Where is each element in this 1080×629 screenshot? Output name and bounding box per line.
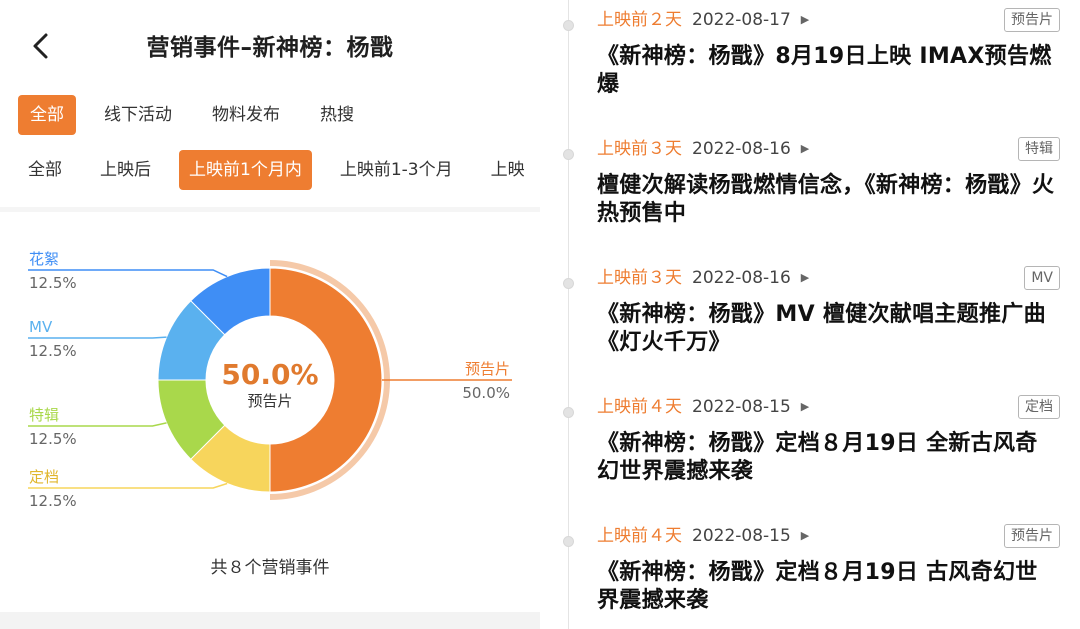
slice-percent: 12.5%: [29, 274, 77, 292]
event-date: 2022-08-16: [692, 268, 791, 288]
chevron-left-icon: [33, 33, 48, 59]
days-before-release: 上映前２天: [597, 10, 682, 30]
event-meta: 上映前４天 2022-08-15 ▶: [597, 393, 809, 421]
slice-label: MV: [29, 318, 53, 336]
callout-line: [28, 336, 167, 339]
category-badge: 定档: [1018, 395, 1060, 419]
play-icon[interactable]: ▶: [800, 13, 810, 26]
timeline-dot: [563, 407, 574, 418]
slice-percent: 12.5%: [29, 492, 77, 510]
event-meta: 上映前３天 2022-08-16 ▶: [597, 264, 809, 292]
slice-percent: 12.5%: [29, 342, 77, 360]
callout-line: [28, 422, 167, 427]
event-date: 2022-08-15: [692, 526, 791, 546]
donut-hole: [206, 316, 334, 444]
tab-1-3-months[interactable]: 上映前1-3个月: [339, 160, 453, 180]
event-count: 共８个营销事件: [210, 558, 330, 578]
event-date: 2022-08-15: [692, 397, 791, 417]
left-panel: 营销事件–新神榜：杨戬 全部 线下活动 物料发布 热搜 全部 上映后 上映前1个…: [0, 30, 540, 629]
section-divider: [0, 207, 540, 212]
days-before-release: 上映前３天: [597, 139, 682, 159]
event-title[interactable]: 《新神榜：杨戬》MV 檀健次献唱主题推广曲《灯火千万》: [597, 302, 1046, 355]
event-title[interactable]: 檀健次解读杨戬燃情信念，《新神榜：杨戬》火热预售中: [597, 173, 1055, 226]
play-icon[interactable]: ▶: [800, 142, 810, 155]
tab-offline-events[interactable]: 线下活动: [104, 105, 172, 125]
slice-label: 花絮: [29, 250, 59, 268]
category-badge: 特辑: [1018, 137, 1060, 161]
category-badge: 预告片: [1004, 8, 1060, 32]
play-icon[interactable]: ▶: [800, 271, 810, 284]
event-meta: 上映前４天 2022-08-15 ▶: [597, 522, 809, 550]
slice-label: 特辑: [29, 406, 59, 424]
page-title: 营销事件–新神榜：杨戬: [146, 35, 394, 61]
play-icon[interactable]: ▶: [800, 400, 810, 413]
donut-chart: 50.0% 预告片 预告片50.0%定档12.5%特辑12.5%MV12.5%花…: [28, 250, 512, 510]
timeline-dot: [563, 20, 574, 31]
secondary-tabs: 全部 上映后 上映前1个月内 上映前1-3个月 上映: [18, 149, 540, 191]
callout-line: [28, 269, 228, 278]
primary-tabs: 全部 线下活动 物料发布 热搜: [18, 94, 382, 136]
timeline-dot: [563, 278, 574, 289]
slice-percent: 50.0%: [462, 384, 510, 402]
category-badge: MV: [1024, 266, 1060, 290]
event-date: 2022-08-17: [692, 10, 791, 30]
timeline-dot: [563, 536, 574, 547]
event-meta: 上映前２天 2022-08-17 ▶: [597, 6, 809, 34]
slice-percent: 12.5%: [29, 430, 77, 448]
days-before-release: 上映前３天: [597, 268, 682, 288]
back-button[interactable]: [28, 30, 56, 62]
slice-label: 定档: [29, 468, 59, 486]
category-badge: 预告片: [1004, 524, 1060, 548]
event-title[interactable]: 《新神榜：杨戬》定档８月19日 全新古风奇幻世界震撼来袭: [597, 431, 1038, 484]
days-before-release: 上映前４天: [597, 526, 682, 546]
tab-time-all[interactable]: 全部: [28, 160, 62, 180]
event-title[interactable]: 《新神榜：杨戬》8月19日上映 IMAX预告燃爆: [597, 44, 1052, 97]
donut-center-value: 50.0%: [221, 358, 318, 391]
timeline-line: [568, 0, 569, 629]
bottom-divider: [0, 612, 540, 629]
timeline-dot: [563, 149, 574, 160]
play-icon[interactable]: ▶: [800, 529, 810, 542]
days-before-release: 上映前４天: [597, 397, 682, 417]
tab-more[interactable]: 上映: [490, 160, 525, 180]
donut-center-label: 预告片: [247, 392, 292, 410]
tab-after-release[interactable]: 上映后: [100, 160, 151, 180]
donut-slice[interactable]: [190, 267, 271, 336]
event-title[interactable]: 《新神榜：杨戬》定档８月19日 古风奇幻世界震撼来袭: [597, 560, 1038, 613]
event-date: 2022-08-16: [692, 139, 791, 159]
tab-trending[interactable]: 热搜: [320, 105, 354, 125]
tab-within-1-month[interactable]: 上映前1个月内: [179, 150, 312, 190]
tab-material-release[interactable]: 物料发布: [212, 105, 280, 125]
panel-gap: [540, 0, 560, 629]
slice-label: 预告片: [465, 360, 510, 378]
callout-line: [28, 482, 228, 489]
event-timeline: 上映前２天 2022-08-17 ▶ 预告片 《新神榜：杨戬》8月19日上映 IMA…: [560, 0, 1080, 629]
tab-all[interactable]: 全部: [18, 95, 76, 135]
event-meta: 上映前３天 2022-08-16 ▶: [597, 135, 809, 163]
